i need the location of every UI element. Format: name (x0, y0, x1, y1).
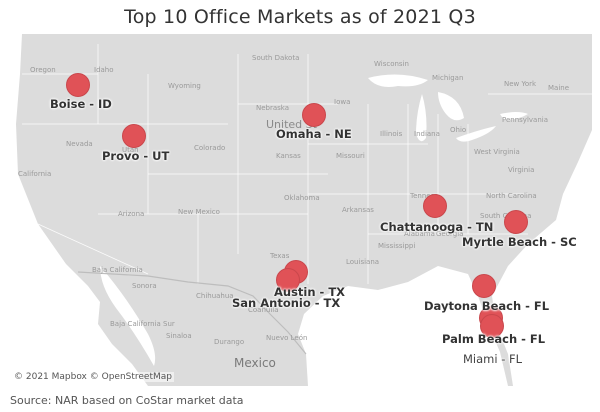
geo-label: Sonora (132, 282, 157, 290)
market-label: San Antonio - TX (232, 296, 341, 310)
geo-label: Chihuahua (196, 292, 234, 300)
geo-label: Arkansas (342, 206, 374, 214)
geo-label: Illinois (380, 130, 403, 138)
geo-label: New York (504, 80, 537, 88)
atlantic-ocean (492, 34, 592, 386)
lake-superior (368, 74, 428, 87)
geo-label: Virginia (508, 166, 535, 174)
marker-provo[interactable] (122, 124, 146, 148)
geo-label: California (18, 170, 52, 178)
market-label: Palm Beach - FL (442, 332, 546, 346)
map-attribution[interactable]: © 2021 Mapbox © OpenStreetMap (12, 372, 174, 382)
marker-san-antonio[interactable] (276, 268, 300, 292)
geo-label: Mexico (234, 356, 276, 370)
geo-label: Ohio (450, 126, 467, 134)
geo-label: Baja California (92, 266, 143, 274)
source-note: Source: NAR based on CoStar market data (10, 394, 244, 407)
geo-label: Michigan (432, 74, 464, 82)
gulf-of-mexico (298, 266, 508, 386)
geo-label: Indiana (414, 130, 440, 138)
geo-label: Georgia (436, 230, 464, 238)
geo-label: New Mexico (178, 208, 220, 216)
marker-chattanooga[interactable] (423, 194, 447, 218)
lake-huron (438, 92, 464, 121)
lake-michigan (416, 94, 427, 142)
geo-label: Arizona (118, 210, 145, 218)
geo-label: West Virginia (474, 148, 520, 156)
marker-boise[interactable] (66, 73, 90, 97)
geo-label: Maine (548, 84, 570, 92)
lake-ontario (500, 112, 528, 120)
geo-label: Colorado (194, 144, 226, 152)
map-title: Top 10 Office Markets as of 2021 Q3 (124, 6, 476, 28)
geo-label: Texas (270, 252, 290, 260)
geo-label: Oklahoma (284, 194, 320, 202)
market-label: Daytona Beach - FL (424, 299, 550, 313)
pacific-ocean (8, 34, 148, 386)
marker-myrtle-beach[interactable] (504, 210, 528, 234)
market-label: Chattanooga - TN (380, 220, 494, 234)
geo-label: South Dakota (252, 54, 300, 62)
geo-label: Oregon (30, 66, 56, 74)
gulf-of-california (100, 266, 156, 366)
market-label: Miami - FL (463, 352, 523, 366)
geo-label: Nebraska (256, 104, 290, 112)
geo-label: Wyoming (168, 82, 201, 90)
geo-label: North Carolina (486, 192, 537, 200)
geo-label: Nuevo León (266, 334, 308, 342)
geo-label: Baja California Sur (110, 320, 175, 328)
geo-label: Utah (122, 146, 139, 154)
geo-label: Alabama (404, 230, 435, 238)
geo-label: Idaho (94, 66, 114, 74)
geo-label: Mississippi (378, 242, 416, 250)
market-label: Austin - TX (274, 285, 346, 299)
market-label: Boise - ID (50, 97, 112, 111)
geo-label: Wisconsin (374, 60, 409, 68)
market-label: Myrtle Beach - SC (462, 235, 577, 249)
geo-label: Kansas (276, 152, 301, 160)
market-label: Provo - UT (102, 149, 170, 163)
marker-daytona-beach[interactable] (472, 274, 496, 298)
geo-label: Louisiana (346, 258, 380, 266)
marker-miami[interactable] (480, 314, 504, 338)
geo-label: Durango (214, 338, 245, 346)
us-mexico-border (77, 271, 307, 355)
map-canvas[interactable]: Oregon Idaho Wyoming South Dakota Nebras… (8, 34, 592, 386)
geo-label: Iowa (334, 98, 351, 106)
geo-label: Nevada (66, 140, 93, 148)
marker-omaha[interactable] (302, 103, 326, 127)
lake-erie (456, 126, 496, 142)
geo-label: Pennsylvania (502, 116, 548, 124)
geo-label: Coahuila (248, 306, 279, 314)
geo-label: Sinaloa (166, 332, 192, 340)
geo-label: Missouri (336, 152, 365, 160)
market-label: Omaha - NE (276, 127, 352, 141)
geo-label: Tenness (410, 192, 438, 200)
